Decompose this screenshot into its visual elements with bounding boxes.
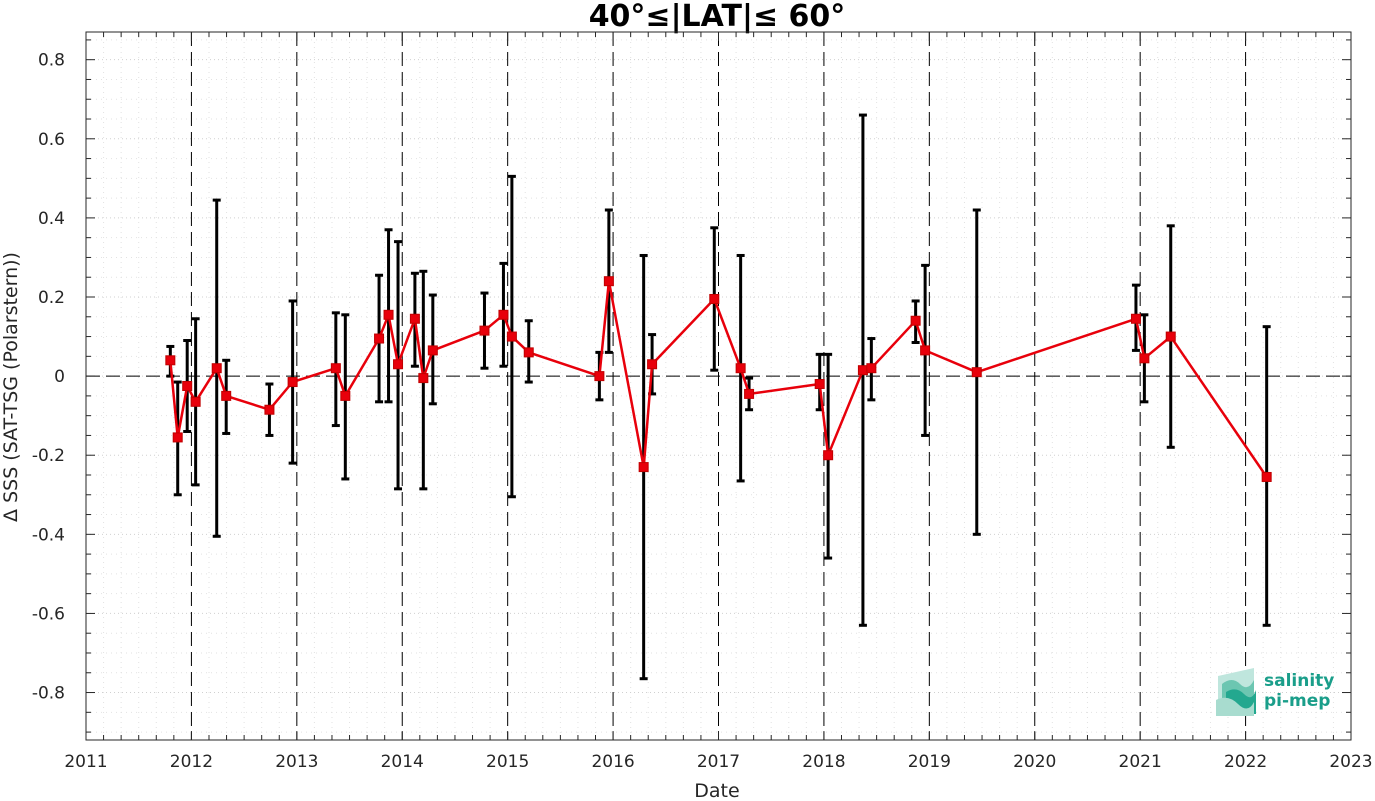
data-marker	[211, 363, 222, 374]
x-tick-label: 2022	[1224, 752, 1267, 772]
data-marker	[393, 359, 404, 370]
data-marker	[409, 313, 420, 324]
axes-box	[85, 31, 1352, 741]
data-marker	[857, 365, 868, 376]
data-marker	[383, 309, 394, 320]
y-tick-label: 0.8	[38, 51, 65, 71]
data-marker	[190, 396, 201, 407]
data-marker	[330, 363, 341, 374]
data-marker	[920, 345, 931, 356]
data-markers	[165, 276, 1272, 482]
year-dividers	[190, 32, 1247, 740]
y-tick-label: 0	[54, 367, 65, 387]
x-axis-label: Date	[694, 780, 739, 801]
data-marker	[479, 325, 490, 336]
data-marker	[647, 359, 658, 370]
data-marker	[287, 377, 298, 388]
data-marker	[498, 309, 509, 320]
data-marker	[910, 315, 921, 326]
y-axis-label: Δ SSS (SAT-TSG (Polarstern))	[0, 252, 22, 522]
y-tick-label: -0.8	[32, 684, 65, 704]
x-tick-label: 2023	[1329, 752, 1372, 772]
x-tick-label: 2018	[802, 752, 845, 772]
data-marker	[172, 432, 183, 443]
data-marker	[1261, 471, 1272, 482]
data-marker	[264, 404, 275, 415]
x-tick-labels: 2011 2012 2013 2014 2015 2016 2017 2018 2019 2020…	[64, 752, 1372, 772]
y-tick-label: -0.2	[32, 446, 65, 466]
y-tick-label: 0.6	[38, 130, 65, 150]
data-marker	[594, 371, 605, 382]
data-marker	[374, 333, 385, 344]
y-tick-label: -0.6	[32, 604, 65, 624]
data-marker	[1139, 353, 1150, 364]
chart-title: 40°≤|LAT|≤ 60°	[589, 0, 846, 34]
data-marker	[709, 293, 720, 304]
data-marker	[165, 355, 176, 366]
x-tick-label: 2012	[170, 752, 213, 772]
logo-text-pi-mep: pi-mep	[1264, 691, 1330, 711]
x-tick-label: 2017	[697, 752, 740, 772]
salinity-pi-mep-logo: salinity pi-mep	[1216, 668, 1334, 716]
data-marker	[814, 379, 825, 390]
x-tick-label: 2014	[381, 752, 424, 772]
y-tick-label: 0.4	[38, 209, 65, 229]
y-tick-label: 0.2	[38, 288, 65, 308]
x-tick-label: 2011	[64, 752, 107, 772]
data-marker	[971, 367, 982, 378]
data-marker	[340, 390, 351, 401]
data-marker	[823, 450, 834, 461]
logo-text-salinity: salinity	[1264, 671, 1334, 691]
data-marker	[866, 363, 877, 374]
data-marker	[1165, 331, 1176, 342]
x-tick-label: 2021	[1119, 752, 1162, 772]
data-marker	[638, 462, 649, 473]
y-tick-labels: 0.8 0.6 0.4 0.2 0 -0.2 -0.4 -0.6 -0.8	[32, 51, 65, 704]
data-marker	[418, 373, 429, 384]
x-tick-label: 2016	[591, 752, 634, 772]
x-tick-label: 2019	[908, 752, 951, 772]
data-marker	[1130, 313, 1141, 324]
data-marker	[735, 363, 746, 374]
axis-ticks	[85, 32, 1352, 740]
x-tick-label: 2013	[275, 752, 318, 772]
data-marker	[182, 381, 193, 391]
data-marker	[506, 331, 517, 342]
x-tick-label: 2015	[486, 752, 529, 772]
y-tick-label: -0.4	[32, 525, 65, 545]
data-marker	[523, 347, 534, 358]
logo-wave-icon	[1216, 668, 1256, 716]
data-marker	[603, 276, 614, 287]
data-marker	[427, 345, 438, 356]
x-tick-label: 2020	[1013, 752, 1056, 772]
data-marker	[744, 388, 755, 399]
data-marker	[221, 390, 232, 401]
